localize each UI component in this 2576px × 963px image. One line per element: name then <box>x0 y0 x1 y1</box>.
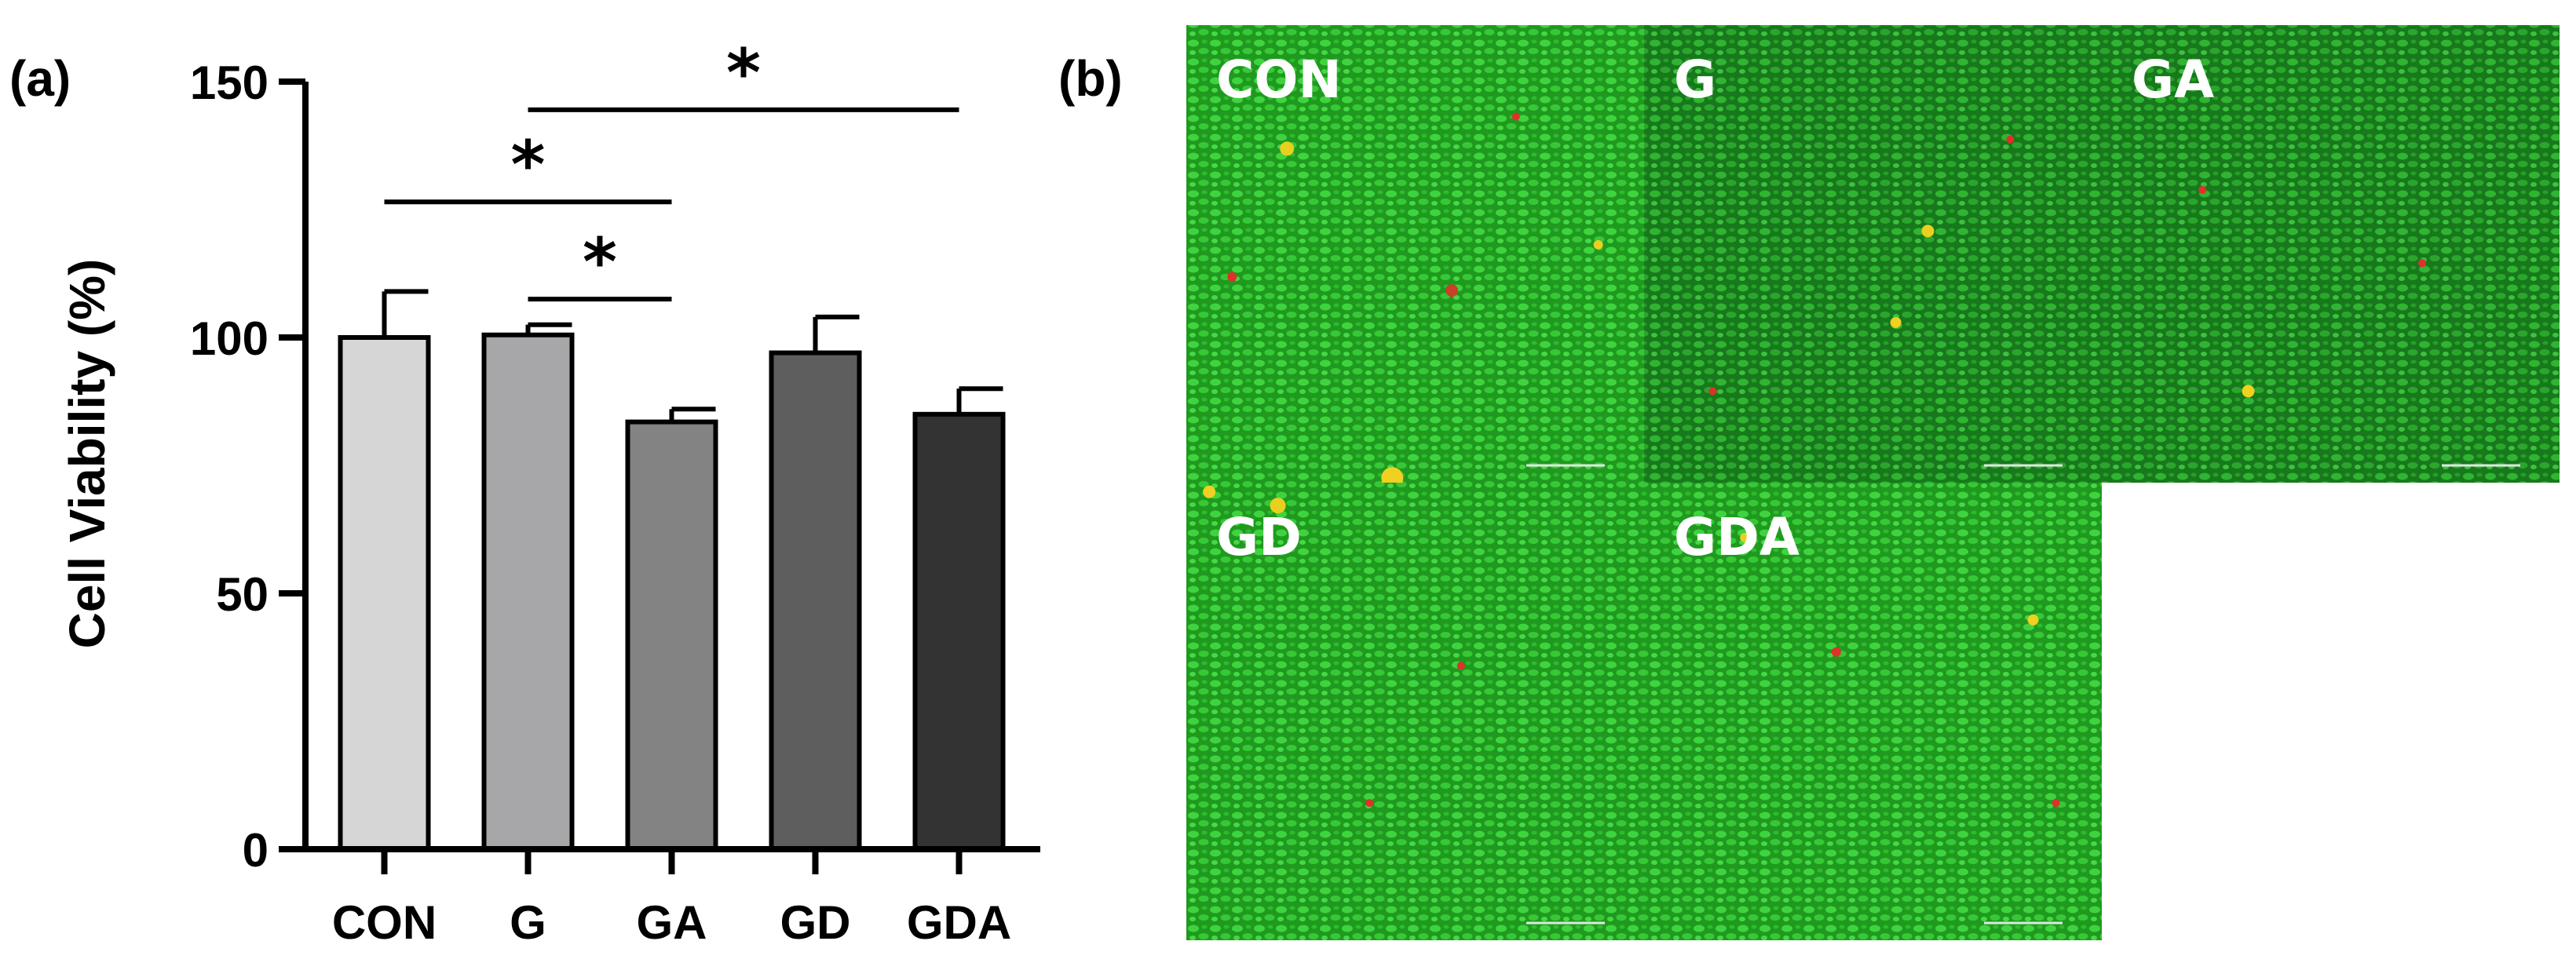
micrograph-grid: CON G GA GD GDA <box>1186 25 2560 940</box>
x-tick-label: GDA <box>907 896 1011 949</box>
micrograph-ga: GA <box>2102 25 2560 483</box>
x-tick-label: GD <box>780 896 851 949</box>
micrograph-g: G <box>1644 25 2102 483</box>
stained-cell <box>1445 284 1459 297</box>
y-axis: 0 50 100 150 <box>190 57 305 877</box>
micrograph-image <box>2102 25 2560 483</box>
stained-cell <box>1890 316 1902 328</box>
stained-cell <box>1227 272 1237 282</box>
x-tick-label: CON <box>332 896 437 949</box>
bar-con <box>338 335 431 852</box>
stained-cell <box>2006 135 2015 144</box>
stained-cell <box>1740 532 1750 542</box>
micrograph-label: CON <box>1216 49 1342 110</box>
micrograph-image <box>1186 25 1644 483</box>
stained-cell <box>2242 385 2255 398</box>
stained-cell <box>1203 485 1216 498</box>
micrograph-image <box>1644 25 2102 483</box>
stained-cell <box>1365 799 1374 808</box>
panel-b-label: (b) <box>1058 50 1123 107</box>
panel-a-label: (a) <box>9 50 71 107</box>
stained-cell <box>1921 224 1935 238</box>
micrograph-label: G <box>1674 49 1716 110</box>
stained-cell <box>1280 141 1295 156</box>
x-axis: CON G GA GD GDA <box>332 849 1011 949</box>
y-tick-label: 100 <box>190 312 269 365</box>
micrograph-label: GD <box>1216 507 1302 567</box>
stained-cell <box>2052 799 2060 808</box>
bar-ga <box>625 419 718 852</box>
micrograph-gda: GDA <box>1644 483 2102 940</box>
micrograph-label: GDA <box>1674 507 1800 567</box>
stained-cell <box>2198 185 2207 194</box>
stained-cell <box>1270 498 1286 514</box>
stained-cell <box>1511 112 1520 121</box>
bar-chart-panel: (a) Cell Viability (%) 0 50 100 150 CON G GA G… <box>9 35 1040 949</box>
micrograph-con: CON <box>1186 25 1644 490</box>
stained-cell <box>1831 647 1841 657</box>
y-tick-label: 150 <box>190 57 269 109</box>
y-tick-label: 50 <box>216 568 269 621</box>
y-tick-label: 0 <box>243 824 269 877</box>
x-tick-label: GA <box>637 896 707 949</box>
micrograph-gd: GD <box>1186 483 1644 940</box>
significance-star: * <box>511 126 546 203</box>
bar-gda <box>912 411 1006 852</box>
micrograph-panel: (b) CON G GA GD GDA <box>1058 25 2560 940</box>
bar-g <box>481 332 575 852</box>
stained-cell <box>2027 614 2039 626</box>
significance-annotations: * * * <box>384 35 959 302</box>
stained-cell <box>1456 662 1465 670</box>
micrograph-image <box>1186 483 1644 940</box>
bar-gd <box>769 350 862 852</box>
micrograph-label: GA <box>2132 49 2214 110</box>
stained-cell <box>1708 387 1717 396</box>
significance-star: * <box>726 35 761 111</box>
significance-star: * <box>583 224 617 301</box>
x-tick-label: G <box>510 896 546 949</box>
bars <box>338 289 1006 852</box>
stained-cell <box>1593 239 1603 250</box>
micrograph-image <box>1644 483 2102 940</box>
stained-cell <box>2418 259 2427 268</box>
y-axis-title: Cell Viability (%) <box>59 259 115 649</box>
